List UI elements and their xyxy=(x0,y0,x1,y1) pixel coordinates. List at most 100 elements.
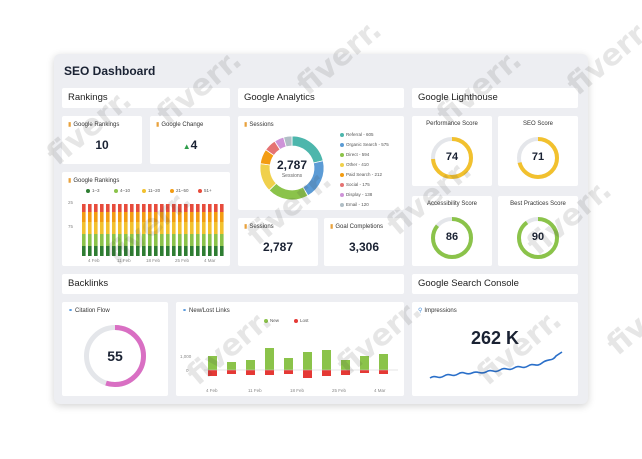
card-label: Citation Flow xyxy=(75,308,110,314)
lost-links-bar xyxy=(284,370,293,374)
card-label: Goal Completions xyxy=(335,224,384,230)
y-tick: 25 xyxy=(68,200,74,205)
card-label: Google Rankings xyxy=(73,122,120,128)
gauge-fill xyxy=(84,325,146,387)
rankings-bar-segment xyxy=(100,204,104,212)
card-label: New/Lost Links xyxy=(189,308,230,314)
google-change-value: 4 xyxy=(190,138,198,152)
impressions-card: ⚲ Impressions 262 K xyxy=(412,302,578,396)
section-rankings: Rankings xyxy=(62,88,230,108)
best-practices-score-card: Best Practices Score 90 xyxy=(498,196,578,266)
rankings-bar-segment xyxy=(172,246,176,256)
accessibility-score-card: Accessibility Score 86 xyxy=(412,196,492,266)
rankings-bar-segment xyxy=(148,212,152,222)
legend-label: Paid Search - 212 xyxy=(346,172,383,177)
rankings-bar-segment xyxy=(82,234,86,246)
rankings-bar-segment xyxy=(94,212,98,222)
card-label: SEO Score xyxy=(522,121,553,127)
rankings-bar-segment xyxy=(160,204,164,212)
sessions-donut-card: ▮ Sessions 2,787 Sessions Referral - 605 O… xyxy=(238,116,404,210)
donut-slice xyxy=(268,182,309,201)
legend-label: Other - 410 xyxy=(346,162,369,167)
x-tick: 18 Feb xyxy=(146,258,161,263)
google-rankings-card: ▮ Google Rankings 10 xyxy=(62,116,142,164)
rankings-bar-segment xyxy=(130,212,134,222)
rankings-bar-segment xyxy=(154,246,158,256)
rankings-bar-segment xyxy=(190,234,194,246)
y-tick: 75 xyxy=(68,224,74,229)
rankings-bar-segment xyxy=(196,222,200,234)
rankings-bar-segment xyxy=(118,246,122,256)
rankings-bar-segment xyxy=(124,246,128,256)
section-google-search-console: Google Search Console xyxy=(412,274,578,294)
legend-label: Direct - 594 xyxy=(346,152,370,157)
rankings-bar-segment xyxy=(124,222,128,234)
rankings-bar-segment xyxy=(148,246,152,256)
citation-flow-card: ⚭ Citation Flow 55 xyxy=(62,302,168,396)
rankings-bar-segment xyxy=(208,234,212,246)
rankings-bar-segment xyxy=(136,204,140,212)
new-links-bar xyxy=(341,360,350,370)
legend-label: Social - 175 xyxy=(346,182,370,187)
legend-item: 51+ xyxy=(198,188,212,193)
rankings-bar-segment xyxy=(220,246,224,256)
rankings-bar-segment xyxy=(208,246,212,256)
legend-swatch xyxy=(114,188,118,193)
legend-label: Referral - 605 xyxy=(346,132,374,137)
rankings-bar-segment xyxy=(124,204,128,212)
watermark-text: fiverr. xyxy=(600,272,642,363)
rankings-bar-segment xyxy=(202,204,206,212)
accessibility-score-value: 86 xyxy=(445,231,459,243)
impressions-value: 262 K xyxy=(470,328,520,348)
search-icon: ⚲ xyxy=(418,308,423,314)
sparkline-path xyxy=(429,351,563,379)
legend-item: Referral - 605 xyxy=(340,132,374,137)
rankings-bar-segment xyxy=(106,222,110,234)
rankings-bar-segment xyxy=(172,204,176,212)
legend-swatch xyxy=(340,152,344,157)
y-tick: 1,000 xyxy=(180,354,192,359)
rankings-bar-segment xyxy=(214,212,218,222)
rankings-bar-segment xyxy=(154,212,158,222)
section-google-analytics: Google Analytics xyxy=(238,88,404,108)
x-tick: 18 Feb xyxy=(290,388,305,393)
rankings-bar-segment xyxy=(214,204,218,212)
gauge-fill xyxy=(517,137,559,179)
legend-item: 4–10 xyxy=(114,188,130,193)
rankings-bar-segment xyxy=(112,222,116,234)
legend-label: 1–3 xyxy=(92,188,100,193)
rankings-bar-segment xyxy=(130,222,134,234)
rankings-bar-segment xyxy=(82,212,86,222)
rankings-bar-segment xyxy=(190,212,194,222)
rankings-bar-segment xyxy=(214,246,218,256)
lost-links-bar xyxy=(227,370,236,374)
x-tick: 11 Feb xyxy=(248,388,262,393)
rankings-bar-segment xyxy=(166,234,170,246)
x-tick: 4 Mar xyxy=(374,388,386,393)
section-google-lighthouse: Google Lighthouse xyxy=(412,88,578,108)
legend-item: Social - 175 xyxy=(340,182,370,187)
up-arrow-icon: ▲ xyxy=(182,142,191,151)
rankings-bar-segment xyxy=(190,246,194,256)
rankings-bar-segment xyxy=(88,222,92,234)
donut-center-value: 2,787 xyxy=(276,158,308,172)
x-tick: 11 Feb xyxy=(117,258,131,263)
rankings-bar-segment xyxy=(178,204,182,212)
google-rankings-value: 10 xyxy=(95,138,109,152)
gauge-fill xyxy=(517,217,559,259)
sessions-value: 2,787 xyxy=(262,240,294,254)
rankings-bar-segment xyxy=(94,222,98,234)
card-label: Accessibility Score xyxy=(426,201,477,207)
rankings-bar-segment xyxy=(166,212,170,222)
rankings-bar-segment xyxy=(112,234,116,246)
donut-center-label: Sessions xyxy=(281,173,303,179)
gauge-fill xyxy=(431,137,473,179)
card-label: Google Rankings xyxy=(73,178,120,184)
rankings-bar-segment xyxy=(112,212,116,222)
rankings-bar-segment xyxy=(118,222,122,234)
best-practices-score-value: 90 xyxy=(531,231,545,243)
rankings-bar-segment xyxy=(88,234,92,246)
rankings-bar-segment xyxy=(88,212,92,222)
x-tick: 4 Mar xyxy=(204,258,216,263)
donut-slice xyxy=(283,135,293,148)
